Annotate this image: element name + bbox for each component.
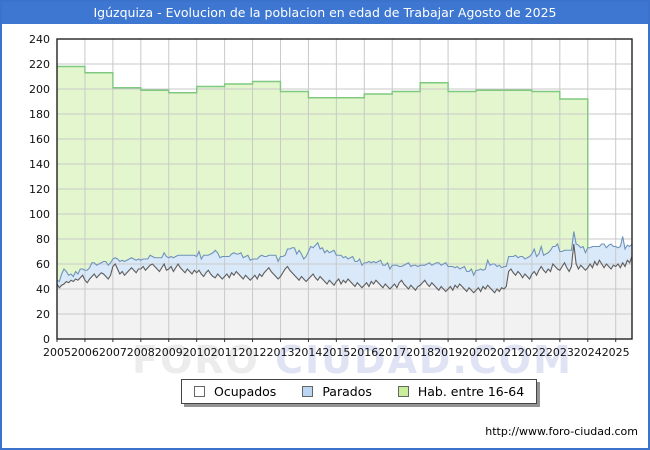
parados-swatch-icon [302,386,314,397]
svg-text:2018: 2018 [406,346,434,359]
svg-text:180: 180 [29,108,50,121]
svg-text:2012: 2012 [239,346,267,359]
svg-text:20: 20 [36,308,50,321]
svg-text:2019: 2019 [434,346,462,359]
svg-text:2021: 2021 [490,346,518,359]
svg-text:2020: 2020 [462,346,490,359]
hab-swatch-icon [397,386,409,397]
legend-item-hab: Hab. entre 16-64 [397,384,525,399]
footer-url: http://www.foro-ciudad.com [485,425,638,438]
svg-text:2024: 2024 [574,346,602,359]
svg-text:2015: 2015 [322,346,350,359]
legend-label-ocupados: Ocupados [214,384,277,399]
svg-text:2008: 2008 [127,346,155,359]
svg-text:0: 0 [43,333,50,346]
svg-text:40: 40 [36,283,50,296]
watermark-ciudad: CIUDAD.COM [275,338,573,382]
legend-label-parados: Parados [322,384,372,399]
legend-item-parados: Parados [302,384,372,399]
svg-text:140: 140 [29,158,50,171]
legend-label-hab: Hab. entre 16-64 [417,384,525,399]
svg-text:2013: 2013 [266,346,294,359]
svg-text:200: 200 [29,83,50,96]
legend: Ocupados Parados Hab. entre 16-64 [181,379,538,404]
svg-text:120: 120 [29,183,50,196]
svg-text:2016: 2016 [350,346,378,359]
svg-text:2014: 2014 [294,346,322,359]
svg-text:80: 80 [36,233,50,246]
svg-text:2022: 2022 [518,346,546,359]
svg-text:2023: 2023 [546,346,574,359]
page-title: Igúzquiza - Evolucion de la poblacion en… [93,5,557,20]
svg-text:2011: 2011 [211,346,239,359]
watermark: FORO CIUDAD.COM [132,338,573,382]
ocupados-swatch-icon [194,386,205,397]
title-bar: Igúzquiza - Evolucion de la poblacion en… [2,2,648,24]
legend-item-ocupados: Ocupados [194,384,276,399]
svg-text:2007: 2007 [99,346,127,359]
svg-text:2009: 2009 [155,346,183,359]
svg-text:2025: 2025 [602,346,630,359]
watermark-foro: FORO [132,338,260,382]
svg-text:240: 240 [29,33,50,46]
svg-text:2010: 2010 [183,346,211,359]
svg-text:220: 220 [29,58,50,71]
svg-text:100: 100 [29,208,50,221]
svg-text:2005: 2005 [43,346,71,359]
svg-text:160: 160 [29,133,50,146]
svg-text:2006: 2006 [71,346,99,359]
svg-text:60: 60 [36,258,50,271]
svg-text:2017: 2017 [378,346,406,359]
